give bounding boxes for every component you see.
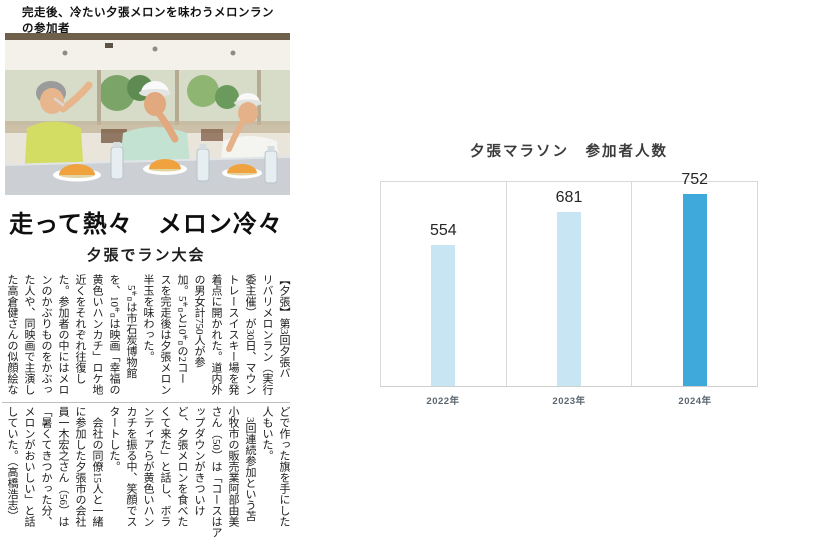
bar-value-label: 752 — [681, 171, 709, 188]
headline: 走って熱々 メロン冷々 — [9, 212, 283, 238]
article-photo — [5, 33, 290, 195]
x-tick-label: 2022年 — [426, 396, 460, 407]
photo-caption: 完走後、冷たい夕張メロンを味わうメロンラン の参加者 — [22, 7, 274, 35]
chart-column-2022年: 554 — [381, 182, 506, 386]
water-bottle-center — [196, 144, 210, 182]
article-body-block-2: どで作った旗を手にした 人もいた。 3回連続参加という苫 小牧市の販売業阿部由美… — [6, 406, 290, 538]
chart-title: 夕張マラソン 参加者人数 — [470, 144, 668, 160]
bar-2024年 — [682, 194, 707, 386]
chart-column-2023年: 681 — [505, 182, 632, 386]
chart-column-2024年: 752 — [631, 171, 757, 386]
column-divider-rule — [2, 402, 290, 403]
chart-plot: 554 681 752 — [380, 171, 758, 387]
bar-2022年 — [431, 245, 456, 386]
chart-x-axis: 2022年 2023年 2024年 — [380, 393, 758, 407]
melon-plate-center — [143, 159, 187, 175]
subheadline: 夕張でラン大会 — [86, 248, 206, 264]
x-tick-label: 2023年 — [552, 396, 586, 407]
article-body-block-1: 【夕張】第3回夕張バ リバリメロンラン（実行 委主催）が30日、マウン トレース… — [6, 274, 290, 395]
bar-2023年 — [557, 212, 581, 386]
melon-plate-left — [53, 164, 101, 182]
table-edge — [5, 156, 290, 166]
bar-value-label: 554 — [429, 222, 457, 239]
melon-plate-right — [222, 164, 262, 179]
x-tick-label: 2024年 — [678, 396, 712, 407]
ceiling — [5, 40, 290, 70]
participants-chart: 夕張マラソン 参加者人数 554 681 752 2022年 2023年 2024年 — [380, 140, 758, 407]
bar-value-label: 681 — [555, 189, 583, 206]
water-bottle-left — [110, 142, 124, 180]
water-bottle-right — [264, 146, 278, 184]
ceiling-edge — [5, 33, 290, 40]
